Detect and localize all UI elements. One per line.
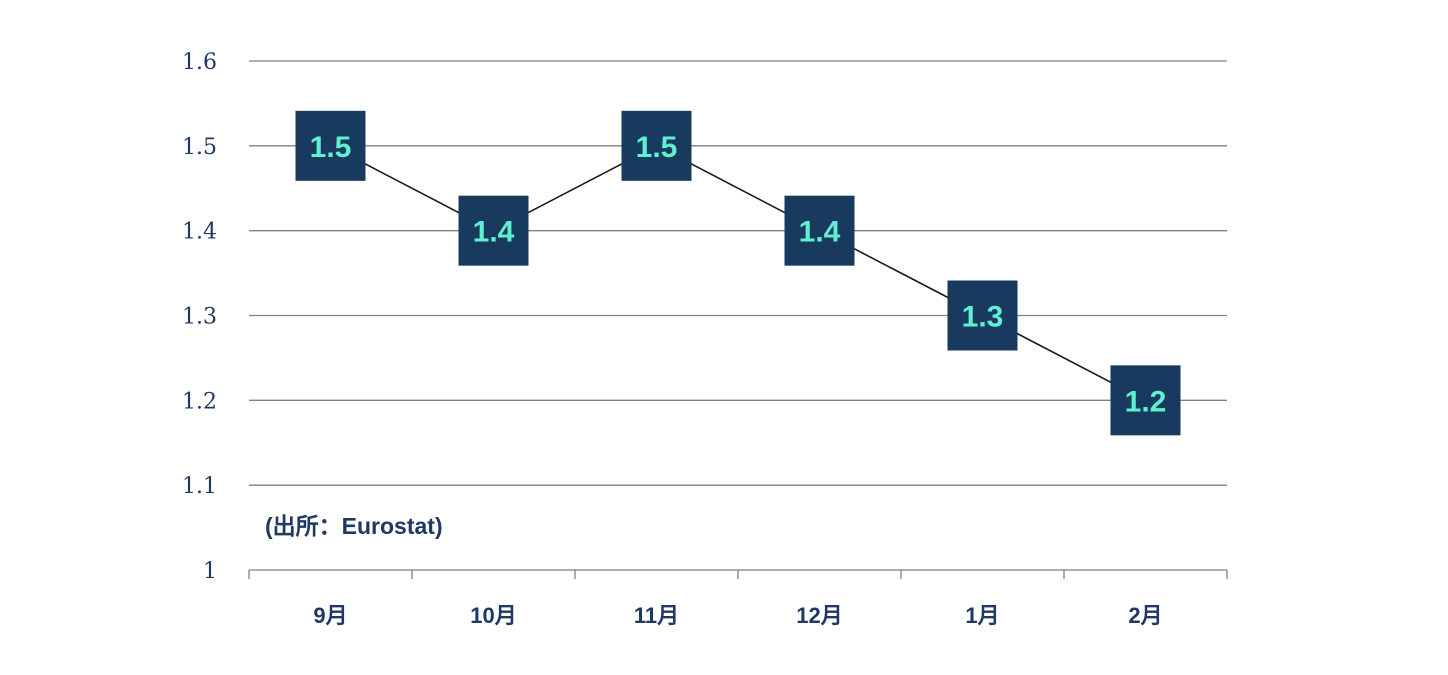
data-label: 1.3	[962, 301, 1004, 334]
data-label: 1.5	[636, 131, 678, 164]
x-tick-label: 11月	[634, 603, 679, 628]
data-point: 1.5	[621, 110, 692, 181]
y-tick-label: 1.2	[182, 389, 217, 414]
x-tick-label: 2月	[1128, 603, 1162, 628]
data-markers: 1.5 1.4 1.5 1.4 1.3 1.2	[295, 110, 1181, 436]
x-tick-label: 12月	[796, 603, 842, 628]
x-tick-label: 10月	[470, 603, 516, 628]
data-marker	[458, 195, 529, 266]
y-tick-label: 1.5	[182, 135, 217, 160]
series-line	[330, 144, 1146, 402]
y-tick-labels: 1 1.1 1.2 1.3 1.4 1.5 1.6	[182, 50, 217, 584]
x-axis	[248, 569, 1228, 579]
data-marker	[947, 280, 1018, 351]
data-point: 1.3	[947, 280, 1018, 351]
data-point: 1.5	[295, 110, 366, 181]
y-tick-label: 1	[203, 559, 217, 584]
data-marker	[621, 110, 692, 181]
data-marker	[295, 110, 366, 181]
data-marker	[1110, 365, 1181, 436]
y-tick-label: 1.6	[182, 50, 217, 75]
data-label: 1.2	[1125, 385, 1167, 418]
data-point: 1.4	[784, 195, 855, 266]
data-label: 1.4	[799, 216, 841, 249]
data-label: 1.5	[310, 131, 352, 164]
y-tick-label: 1.1	[182, 474, 217, 499]
y-tick-label: 1.4	[182, 220, 217, 245]
data-point: 1.4	[458, 195, 529, 266]
data-point: 1.2	[1110, 365, 1181, 436]
data-label: 1.4	[473, 216, 515, 249]
y-tick-label: 1.3	[182, 305, 217, 330]
source-note: (出所：Eurostat)	[265, 513, 443, 539]
x-tick-label: 9月	[313, 603, 347, 628]
x-tick-labels: 9月 10月 11月 12月 1月 2月	[313, 603, 1162, 628]
gridlines	[249, 60, 1227, 486]
data-marker	[784, 195, 855, 266]
x-tick-label: 1月	[965, 603, 999, 628]
series-polyline	[330, 144, 1146, 402]
